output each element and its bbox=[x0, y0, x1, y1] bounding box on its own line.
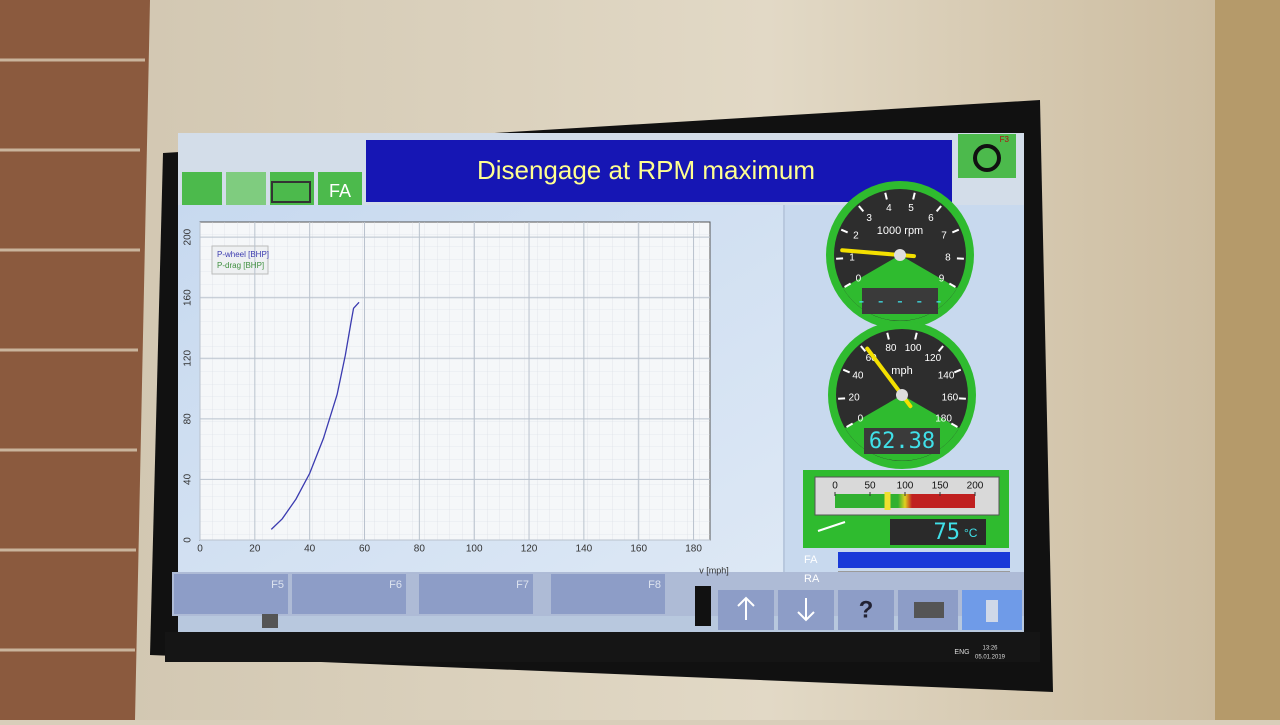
gauge-tick-label: 160 bbox=[942, 392, 959, 403]
y-tick-label: 160 bbox=[183, 289, 194, 306]
gauge-tick-label: 9 bbox=[939, 274, 945, 285]
legend-entry: P-wheel [BHP] bbox=[217, 250, 269, 259]
function-key-label: F8 bbox=[648, 579, 661, 591]
fa-status-bar bbox=[838, 552, 1010, 568]
x-tick-label: 40 bbox=[304, 544, 316, 555]
gauge-tick-label: 100 bbox=[905, 343, 922, 354]
gauge-tick-label: 3 bbox=[866, 213, 872, 224]
temperature-bar bbox=[835, 494, 975, 508]
fa-label: FA bbox=[329, 181, 351, 201]
gauge-hub bbox=[896, 389, 908, 401]
help-label: ? bbox=[859, 596, 874, 623]
gauge-tick-label: 120 bbox=[925, 353, 942, 364]
y-tick-label: 0 bbox=[183, 537, 194, 543]
printer-icon bbox=[914, 602, 944, 618]
temperature-tick-label: 150 bbox=[932, 481, 949, 492]
gauge-hub bbox=[894, 249, 906, 261]
temperature-tick-label: 200 bbox=[967, 481, 984, 492]
gauge-tick-label: 6 bbox=[928, 213, 934, 224]
y-tick-label: 200 bbox=[183, 228, 194, 245]
legend-entry: P-drag [BHP] bbox=[217, 261, 264, 270]
y-tick-label: 40 bbox=[183, 473, 194, 485]
gauge-tick-label: 1 bbox=[849, 252, 855, 263]
x-tick-label: 120 bbox=[521, 544, 538, 555]
gauge-tick-label: 180 bbox=[935, 414, 952, 425]
gauge-tick-label: 20 bbox=[849, 392, 861, 403]
taskbar bbox=[165, 632, 1040, 662]
function-key-label: F7 bbox=[516, 579, 529, 591]
temperature-unit: °C bbox=[964, 526, 978, 540]
gauge-display-text: 62.38 bbox=[869, 429, 935, 454]
gauge-tick-label: 4 bbox=[886, 203, 892, 214]
function-key-label: F5 bbox=[271, 579, 284, 591]
temperature-marker bbox=[885, 492, 891, 510]
x-axis-label: v [mph] bbox=[699, 565, 729, 575]
taskbar-language: ENG bbox=[954, 649, 969, 656]
gauge-tick-label: 0 bbox=[858, 414, 864, 425]
minor-grid bbox=[200, 222, 710, 540]
status-label: RA bbox=[804, 573, 820, 585]
x-tick-label: 20 bbox=[249, 544, 261, 555]
gauge-tick-label: 0 bbox=[856, 274, 862, 285]
gauge-display-text: - - - - - bbox=[857, 292, 944, 311]
gauge-unit: 1000 rpm bbox=[877, 225, 923, 237]
taskbar-time: 13:26 bbox=[982, 646, 998, 652]
gauge-unit: mph bbox=[891, 365, 912, 377]
x-tick-label: 160 bbox=[630, 544, 647, 555]
x-tick-label: 80 bbox=[414, 544, 426, 555]
gauge-tick-label: 5 bbox=[908, 203, 914, 214]
x-tick-label: 100 bbox=[466, 544, 483, 555]
gauge-tick-label: 40 bbox=[852, 371, 864, 382]
gauge-tick-label: 8 bbox=[945, 252, 951, 263]
x-tick-label: 60 bbox=[359, 544, 371, 555]
door-frame bbox=[1215, 0, 1280, 720]
taskbar-date: 05.01.2019 bbox=[975, 655, 1006, 661]
x-tick-label: 140 bbox=[576, 544, 593, 555]
gauge-tick-label: 7 bbox=[941, 231, 947, 242]
status-label: FA bbox=[804, 554, 818, 566]
separator bbox=[695, 586, 711, 626]
y-tick-label: 120 bbox=[183, 350, 194, 367]
x-tick-label: 180 bbox=[685, 544, 702, 555]
gauge-tick-label: 80 bbox=[885, 343, 897, 354]
brick-wall bbox=[0, 0, 150, 720]
x-tick-label: 0 bbox=[197, 544, 203, 555]
temperature-tick-label: 50 bbox=[864, 481, 876, 492]
function-key-label: F6 bbox=[389, 579, 402, 591]
temperature-tick-label: 100 bbox=[897, 481, 914, 492]
temperature-tick-label: 0 bbox=[832, 481, 838, 492]
door-icon bbox=[986, 600, 998, 622]
title: Disengage at RPM maximum bbox=[477, 155, 815, 185]
temperature-value: 75 bbox=[934, 520, 961, 545]
gauge-tick-label: 2 bbox=[853, 231, 859, 242]
gauge-tick-label: 140 bbox=[938, 371, 955, 382]
corner-key: F3 bbox=[1000, 135, 1010, 144]
y-tick-label: 80 bbox=[183, 413, 194, 425]
taskbar-app bbox=[262, 614, 278, 628]
